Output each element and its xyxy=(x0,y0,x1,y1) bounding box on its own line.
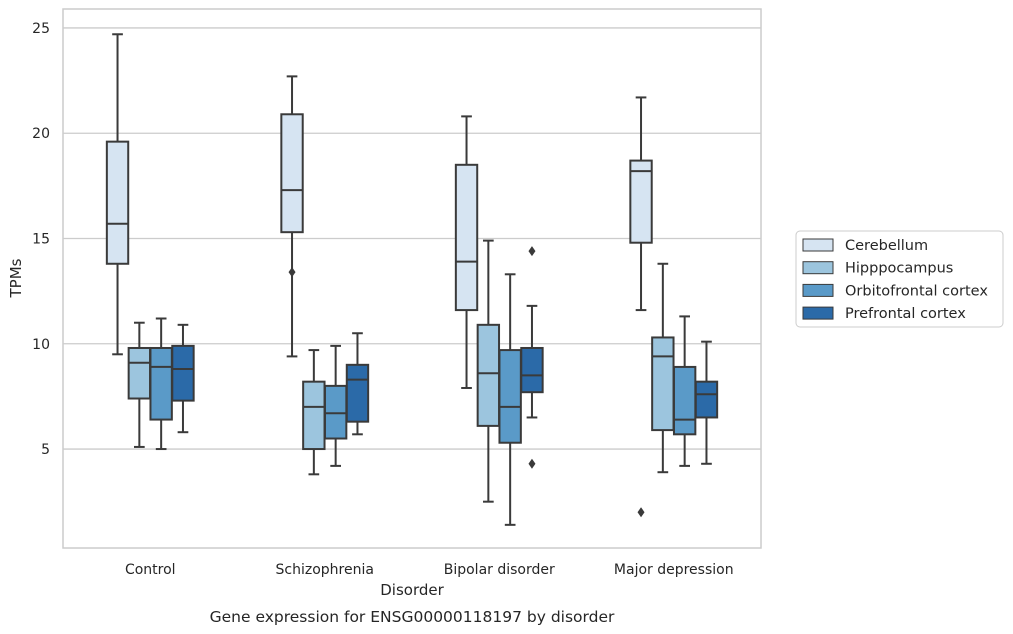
y-tick-label: 25 xyxy=(32,21,50,37)
box xyxy=(105,140,130,265)
series-hipppocampus xyxy=(127,239,675,503)
legend-label: Prefrontal cortex xyxy=(845,306,966,322)
box xyxy=(629,159,653,244)
y-tick-label: 5 xyxy=(41,442,50,458)
outlier-point xyxy=(637,507,645,518)
series-orbitofrontal-cortex xyxy=(149,273,697,526)
x-tick-label: Schizophrenia xyxy=(276,562,374,578)
box xyxy=(651,336,675,432)
box xyxy=(149,346,173,421)
box-series xyxy=(105,33,719,526)
legend-frame xyxy=(795,230,1004,328)
legend-swatch xyxy=(802,261,834,275)
x-tick-labels: Control Schizophrenia Bipolar disorder Majo… xyxy=(125,562,734,578)
chart-caption: Gene expression for ENSG00000118197 by d… xyxy=(210,608,615,626)
series-cerebellum xyxy=(105,33,653,518)
legend: Cerebellum Hipppocampus Orbitofrontal cort… xyxy=(795,230,1004,328)
legend-swatch xyxy=(802,238,834,252)
legend-label: Hipppocampus xyxy=(845,261,953,277)
outlier-point xyxy=(528,246,536,257)
box xyxy=(171,344,195,402)
y-tick-label: 15 xyxy=(32,231,50,247)
box xyxy=(672,365,697,436)
box xyxy=(323,384,348,440)
legend-swatch xyxy=(802,306,834,320)
x-tick-label: Control xyxy=(125,562,176,578)
box xyxy=(302,380,326,451)
x-axis-label: Disorder xyxy=(380,581,444,599)
box xyxy=(694,380,719,419)
box xyxy=(127,346,152,400)
box xyxy=(454,163,479,312)
outlier-point xyxy=(288,267,296,278)
y-tick-label: 10 xyxy=(32,337,50,353)
legend-label: Cerebellum xyxy=(845,238,928,254)
y-tick-label: 20 xyxy=(32,126,50,142)
y-axis-label: TPMs xyxy=(7,258,25,298)
box xyxy=(345,363,370,423)
gridlines xyxy=(63,27,761,450)
plot-area xyxy=(62,8,762,549)
series-prefrontal-cortex xyxy=(171,246,719,469)
outlier-point xyxy=(528,458,536,469)
box xyxy=(520,346,544,394)
legend-swatch xyxy=(802,283,834,297)
box xyxy=(498,349,522,444)
x-tick-label: Major depression xyxy=(614,562,734,578)
box xyxy=(476,323,501,427)
legend-label: Orbitofrontal cortex xyxy=(845,283,988,299)
box xyxy=(280,113,304,234)
x-tick-label: Bipolar disorder xyxy=(444,562,555,578)
y-tick-labels: 5 10 15 20 25 xyxy=(32,21,50,458)
